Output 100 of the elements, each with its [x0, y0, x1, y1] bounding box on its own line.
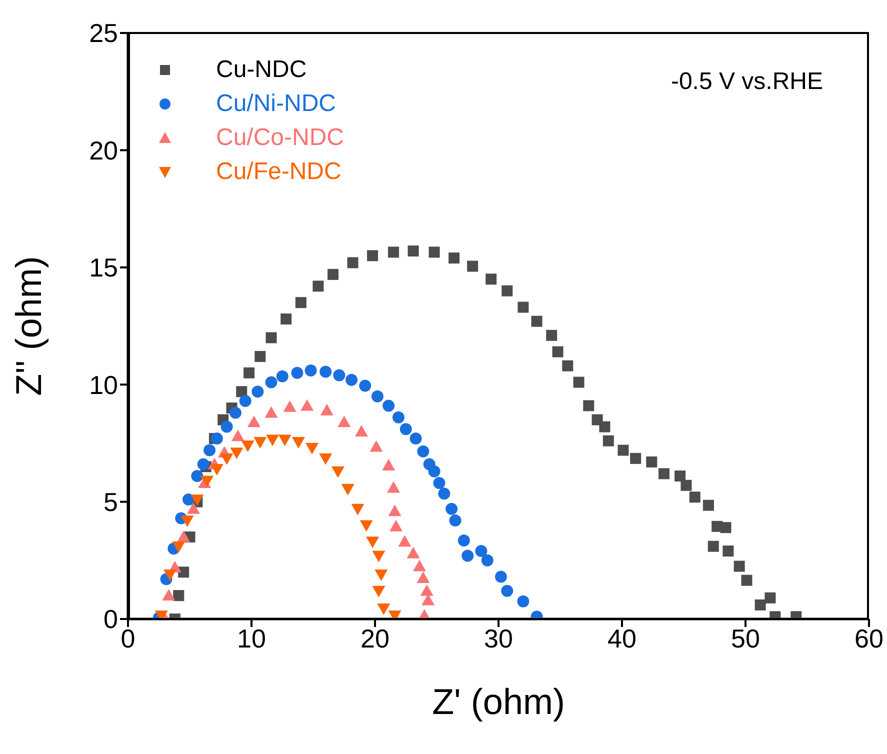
point: [351, 504, 364, 516]
point: [583, 400, 594, 412]
point: [412, 560, 426, 572]
x-tick-label: 30: [484, 623, 513, 654]
point: [191, 470, 204, 482]
point: [374, 569, 388, 581]
point: [674, 470, 686, 482]
point: [446, 502, 458, 515]
point: [392, 411, 404, 424]
point: [420, 584, 434, 596]
point: [304, 364, 317, 377]
point: [312, 280, 324, 292]
point: [389, 520, 402, 532]
point: [370, 440, 383, 452]
point: [377, 603, 390, 615]
y-tick-label: 10: [89, 370, 118, 400]
point: [320, 404, 334, 416]
point: [720, 522, 732, 534]
point: [295, 297, 306, 308]
x-tick-label: 60: [854, 623, 884, 654]
point: [387, 481, 400, 493]
legend-label: Cu-NDC: [216, 56, 307, 84]
point: [618, 444, 629, 456]
point: [278, 434, 292, 446]
x-tick-label: 20: [360, 623, 390, 654]
point: [320, 366, 332, 378]
point: [552, 346, 564, 358]
point: [254, 437, 267, 449]
x-tick-label: 40: [608, 623, 636, 654]
y-tick-label: 0: [104, 604, 118, 634]
point: [283, 400, 296, 412]
x-axis-title: Z' (ohm): [432, 681, 565, 722]
point: [230, 448, 244, 460]
point: [265, 376, 278, 388]
point: [448, 252, 460, 264]
point: [276, 370, 288, 382]
point: [366, 536, 380, 548]
point: [481, 554, 494, 566]
point: [658, 468, 670, 480]
point: [408, 245, 419, 256]
point: [292, 437, 305, 449]
point: [517, 595, 530, 608]
point: [280, 313, 292, 324]
point: [734, 560, 745, 572]
y-tick-label: 20: [89, 135, 118, 166]
point: [359, 380, 372, 392]
point: [428, 246, 440, 258]
point: [562, 360, 574, 372]
point: [291, 366, 304, 379]
point: [360, 520, 373, 532]
point: [210, 432, 223, 445]
point: [177, 530, 190, 542]
y-tick-label: 5: [104, 487, 118, 518]
point: [382, 458, 396, 470]
point: [371, 390, 384, 402]
y-axis-title: Z'' (ohm): [8, 256, 49, 396]
x-tick-label: 10: [237, 623, 266, 654]
x-tick-label: 50: [731, 623, 760, 654]
point: [367, 250, 378, 262]
point: [417, 445, 430, 458]
point: [197, 458, 210, 470]
point: [680, 480, 692, 491]
point: [306, 442, 319, 454]
point: [764, 592, 776, 604]
point: [462, 550, 474, 562]
point: [458, 534, 470, 546]
point: [163, 569, 176, 581]
point: [518, 302, 529, 313]
point: [475, 545, 488, 558]
point: [382, 400, 395, 412]
point: [328, 268, 339, 280]
point: [602, 435, 614, 446]
point: [319, 453, 332, 465]
point: [347, 257, 358, 268]
point: [186, 502, 200, 514]
point: [433, 477, 446, 490]
point: [231, 430, 244, 442]
point: [630, 452, 642, 464]
legend-label: Cu/Fe-NDC: [216, 158, 342, 186]
annotation: -0.5 V vs.RHE: [670, 68, 823, 96]
legend-label: Cu/Co-NDC: [216, 124, 344, 152]
point: [754, 599, 766, 610]
point: [388, 504, 402, 516]
point: [449, 514, 462, 527]
point: [646, 456, 658, 468]
point: [354, 424, 368, 436]
point: [689, 492, 700, 503]
point: [346, 374, 358, 386]
point: [266, 332, 277, 344]
point: [702, 500, 714, 511]
point: [173, 590, 184, 602]
point: [172, 541, 186, 553]
point: [254, 350, 266, 362]
point: [331, 466, 344, 478]
point: [236, 386, 248, 398]
point: [220, 420, 233, 433]
point: [486, 274, 497, 285]
point: [400, 423, 412, 436]
point: [182, 493, 195, 506]
point: [264, 406, 278, 418]
